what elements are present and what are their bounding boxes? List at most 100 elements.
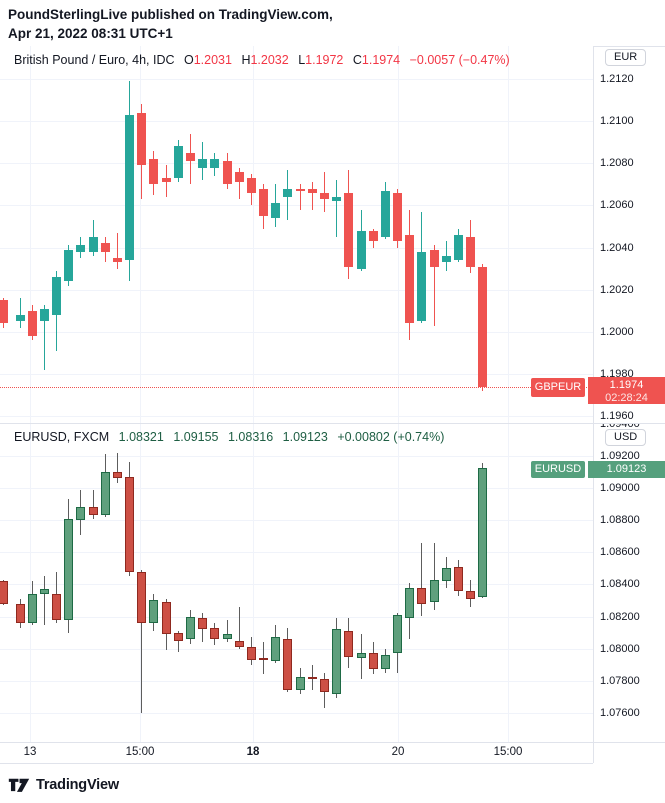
open-value: 1.2031 <box>193 53 232 67</box>
gridline <box>0 163 593 164</box>
candle <box>186 152 196 162</box>
gridline <box>0 248 593 249</box>
gridline <box>0 584 593 585</box>
candle <box>210 627 220 639</box>
candle-wick <box>311 182 313 210</box>
gbpeur-price-axis[interactable]: 1.2120 1.2100 1.2080 1.2060 1.2040 1.2020 1.20… <box>594 46 665 423</box>
gbpeur-chart-pane[interactable] <box>0 46 593 423</box>
candle-wick <box>92 489 94 519</box>
price-tick-label: 1.09200 <box>600 450 640 462</box>
candle <box>161 178 171 183</box>
candle <box>466 590 476 599</box>
gbpeur-symbol-badge: GBPEUR <box>531 378 585 397</box>
candle-wick <box>421 542 423 617</box>
candle <box>259 658 269 661</box>
candle <box>0 581 8 604</box>
candle <box>356 230 366 269</box>
candle <box>88 237 98 252</box>
gridline <box>0 649 593 650</box>
candle <box>198 618 208 630</box>
low-label: L <box>298 53 306 67</box>
candle <box>453 234 463 261</box>
candle <box>149 159 159 185</box>
gridline <box>30 424 31 742</box>
close-value: 1.1974 <box>361 53 401 67</box>
candle <box>356 653 366 659</box>
candle <box>417 251 427 322</box>
time-tick-label: 15:00 <box>125 746 155 758</box>
price-tick-label: 1.2020 <box>600 284 634 296</box>
candle <box>271 637 281 662</box>
high-value: 1.2032 <box>250 53 289 67</box>
price-tick-label: 1.09400 <box>600 424 640 430</box>
gridline <box>0 79 593 80</box>
candle-wick <box>177 630 179 652</box>
gridline <box>140 46 141 423</box>
high-label: H <box>241 53 251 67</box>
candle <box>137 571 147 623</box>
candle <box>368 230 378 242</box>
candle <box>15 315 25 322</box>
time-tick-label: 18 <box>246 746 260 758</box>
candle <box>393 192 403 242</box>
gridline <box>253 46 254 423</box>
candle <box>149 600 159 623</box>
candle <box>234 171 244 183</box>
gbpeur-legend-title[interactable]: British Pound / Euro, 4h, IDC <box>14 53 175 67</box>
candle <box>295 188 305 191</box>
currency-badge-usd[interactable]: USD <box>605 429 647 446</box>
close-label: C <box>352 53 362 67</box>
gridline <box>0 121 593 122</box>
candle <box>246 646 256 660</box>
candle <box>344 192 354 267</box>
candle <box>112 472 122 479</box>
change-value: +0.00802 (+0.74%) <box>337 430 445 444</box>
candle <box>332 629 342 694</box>
gridline <box>0 552 593 553</box>
price-tick-label: 1.2120 <box>600 73 634 85</box>
gridline <box>0 332 593 333</box>
change-value: −0.0057 (−0.47%) <box>409 53 510 67</box>
price-tick-label: 1.2000 <box>600 326 634 338</box>
tradingview-attribution[interactable]: TradingView <box>8 777 119 793</box>
open-value: 1.08321 <box>118 430 164 444</box>
date-line: Apr 21, 2022 08:31 UTC+1 <box>8 26 173 41</box>
candle <box>222 634 232 639</box>
candle <box>222 161 232 185</box>
price-tick-label: 1.08800 <box>600 514 640 526</box>
candle <box>210 159 220 168</box>
time-tick-label: 15:00 <box>493 746 523 758</box>
gridline <box>0 205 593 206</box>
time-axis-bottom-border <box>0 763 593 764</box>
eurusd-chart-pane[interactable] <box>0 424 593 742</box>
candle-wick <box>238 606 240 649</box>
candle-wick <box>116 452 118 484</box>
low-value: 1.1972 <box>305 53 344 67</box>
candle <box>173 146 183 179</box>
candle <box>405 587 415 619</box>
currency-badge-eur[interactable]: EUR <box>605 49 647 66</box>
low-value: 1.08316 <box>227 430 274 444</box>
time-axis-top-border <box>0 742 665 743</box>
candle-wick <box>324 171 325 212</box>
gridline <box>508 46 509 423</box>
gridline <box>30 46 31 423</box>
price-tick-label: 1.08600 <box>600 546 640 558</box>
pane-divider[interactable] <box>0 423 665 424</box>
candle-wick <box>19 298 21 328</box>
last-price-dotted-line <box>0 387 593 388</box>
gridline <box>0 713 593 714</box>
price-tick-label: 1.2060 <box>600 199 634 211</box>
eurusd-price-axis[interactable]: 1.09400 1.09200 1.09000 1.08800 1.08600 1.084… <box>594 424 665 742</box>
candle <box>100 243 110 252</box>
bar-countdown: 02:28:24 <box>605 392 648 404</box>
candle <box>429 249 439 267</box>
eurusd-last-price-label: 1.09123 <box>588 461 665 478</box>
candle-wick <box>299 184 301 210</box>
price-tick-label: 1.1960 <box>600 410 634 422</box>
gridline <box>508 424 509 742</box>
candle-wick <box>238 167 240 200</box>
eurusd-legend-title[interactable]: EURUSD, FXCM <box>14 430 110 444</box>
candle <box>186 616 196 639</box>
time-axis[interactable]: 13 15:00 18 20 15:00 <box>0 746 593 763</box>
